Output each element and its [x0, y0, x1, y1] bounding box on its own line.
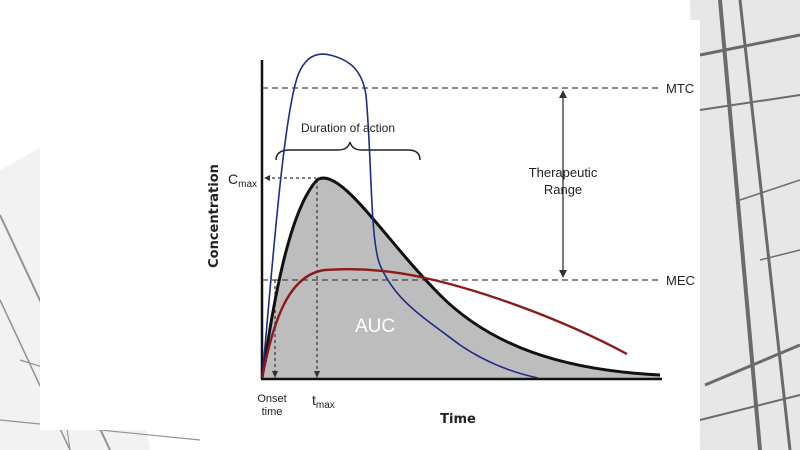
cmax-sub: max: [238, 179, 257, 190]
background-decor-right: [690, 0, 800, 450]
blue-curve: [261, 53, 539, 379]
duration-of-action-label: Duration of action: [301, 121, 395, 135]
y-axis-label: Concentration: [207, 164, 222, 268]
mtc-label: MTC: [666, 81, 694, 96]
cmax-main: C: [228, 171, 238, 187]
cmax-label: Cmax: [228, 171, 257, 190]
tmax-label: tmax: [312, 392, 335, 411]
therapeutic-arrow-down: [559, 270, 567, 278]
tmax-sub: max: [316, 400, 335, 411]
onset-label-2: time: [262, 406, 283, 418]
therapeutic-range-label-2: Range: [544, 182, 582, 197]
x-axis-label: Time: [440, 412, 476, 427]
onset-label-1: Onset: [257, 393, 286, 405]
therapeutic-arrow-up: [559, 90, 567, 98]
concentration-curve: [260, 176, 661, 379]
cmax-arrowhead: [264, 175, 270, 181]
tmax-main: t: [312, 392, 316, 408]
therapeutic-range-label-1: Therapeutic: [529, 165, 598, 180]
onset-arrowhead: [272, 371, 278, 378]
red-curve: [260, 268, 628, 379]
tmax-arrowhead: [314, 371, 320, 378]
mec-label: MEC: [666, 273, 695, 288]
auc-label: AUC: [355, 316, 395, 337]
auc-area: [262, 178, 660, 378]
